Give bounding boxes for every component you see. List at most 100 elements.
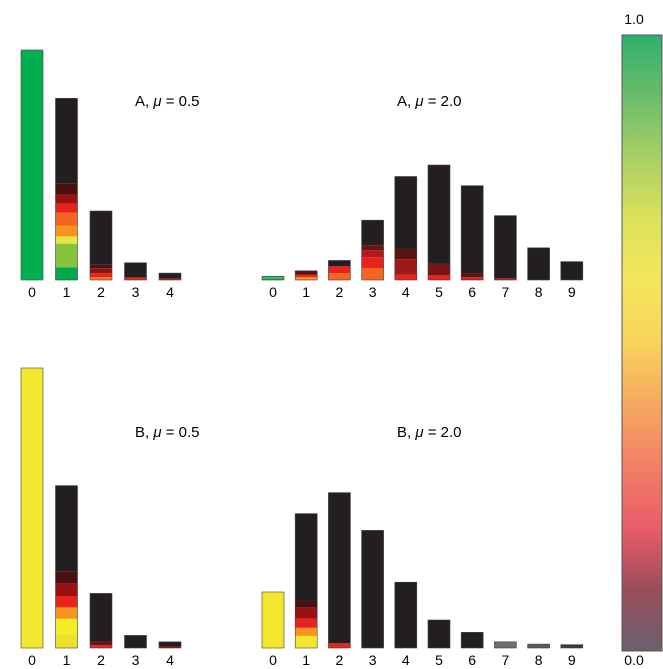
bar-3-segment-0 [362, 530, 384, 648]
bar-4 [159, 642, 181, 648]
bar-6-segment-2 [461, 186, 483, 274]
bar-1-segment-1 [56, 619, 78, 635]
bar-3 [125, 263, 147, 280]
bar-3-segment-0 [125, 277, 147, 280]
panel-title: A, μ = 0.5 [135, 93, 200, 110]
bar-3 [125, 635, 147, 648]
bar-2-segment-1 [90, 641, 112, 645]
x-tick-label: 0 [28, 284, 36, 300]
panel-title: B, μ = 2.0 [397, 424, 462, 441]
x-tick-label: 2 [336, 652, 344, 668]
x-tick-label: 3 [369, 652, 377, 668]
bar-4-segment-1 [159, 273, 181, 279]
bar-5-segment-0 [428, 275, 450, 280]
bar-2 [328, 260, 350, 280]
bar-1-segment-7 [56, 184, 78, 195]
bar-0 [262, 276, 284, 280]
bar-7-segment-1 [494, 216, 516, 279]
x-tick-label: 1 [302, 284, 310, 300]
x-tick-label: 2 [97, 652, 105, 668]
bar-1-segment-2 [295, 271, 317, 275]
bar-1-segment-8 [56, 98, 78, 183]
bar-4 [395, 582, 417, 648]
bar-3-segment-1 [125, 263, 147, 278]
x-tick-label: 4 [166, 652, 174, 668]
panel-title: B, μ = 0.5 [135, 424, 200, 441]
x-tick-label: 8 [535, 284, 543, 300]
bar-0 [21, 368, 43, 648]
bar-1-segment-5 [56, 572, 78, 583]
x-tick-label: 9 [568, 652, 576, 668]
x-tick-label: 3 [369, 284, 377, 300]
x-tick-label: 3 [132, 284, 140, 300]
bar-1-segment-4 [295, 601, 317, 608]
x-tick-label: 5 [435, 284, 443, 300]
bar-4-segment-0 [395, 275, 417, 280]
bar-2-segment-3 [90, 265, 112, 268]
x-tick-label: 2 [336, 284, 344, 300]
bar-9-segment-0 [561, 262, 583, 280]
bar-2-segment-4 [90, 211, 112, 265]
bar-8-segment-0 [528, 248, 550, 280]
bar-3-segment-3 [362, 245, 384, 250]
bar-8 [528, 248, 550, 280]
bar-5-segment-1 [428, 264, 450, 276]
bar-2-segment-0 [90, 277, 112, 280]
bar-1-segment-4 [56, 213, 78, 226]
bar-1-segment-0 [56, 635, 78, 648]
bar-4-segment-2 [395, 249, 417, 259]
bar-1 [56, 98, 78, 280]
x-tick-label: 9 [568, 284, 576, 300]
panel-title: A, μ = 2.0 [397, 93, 462, 110]
x-tick-label: 6 [468, 284, 476, 300]
bar-2-segment-1 [328, 493, 350, 644]
bar-2 [90, 211, 112, 280]
bar-1 [295, 514, 317, 648]
bar-4 [159, 273, 181, 280]
x-tick-label: 3 [132, 652, 140, 668]
bar-8 [528, 644, 550, 648]
x-tick-label: 0 [28, 652, 36, 668]
bar-4-segment-1 [395, 259, 417, 275]
bar-1-segment-3 [56, 596, 78, 607]
x-tick-label: 7 [502, 284, 510, 300]
colorbar-min-label: 0.0 [624, 652, 644, 668]
bar-1-segment-1 [295, 628, 317, 636]
bar-1-segment-0 [56, 267, 78, 280]
bar-3-segment-1 [362, 257, 384, 268]
bar-1-segment-6 [56, 486, 78, 572]
bar-4-segment-0 [395, 582, 417, 648]
bar-4-segment-1 [159, 642, 181, 647]
x-tick-label: 5 [435, 652, 443, 668]
bar-2-segment-1 [90, 273, 112, 277]
bar-1-segment-1 [295, 274, 317, 277]
bar-9 [561, 262, 583, 280]
colorbar: 1.0 0.0 [622, 11, 662, 668]
bar-7 [494, 642, 516, 648]
bar-1-segment-2 [56, 607, 78, 618]
bar-5-segment-0 [428, 620, 450, 648]
bar-5-segment-2 [428, 165, 450, 264]
bar-0-segment-0 [262, 592, 284, 648]
bar-3 [362, 530, 384, 648]
bar-8-segment-0 [528, 644, 550, 648]
x-tick-label: 7 [502, 652, 510, 668]
colorbar-max-label: 1.0 [624, 11, 644, 27]
bar-1-segment-4 [56, 583, 78, 596]
bar-1-segment-0 [295, 277, 317, 280]
bar-1-segment-5 [56, 204, 78, 213]
bar-9-segment-0 [561, 645, 583, 648]
panel-b-mu-0-5: B, μ = 0.5 01234 [21, 368, 200, 668]
bar-4 [395, 177, 417, 281]
x-tick-label: 4 [166, 284, 174, 300]
bar-2-segment-2 [328, 260, 350, 266]
bar-9 [561, 645, 583, 648]
bar-0-segment-0 [21, 368, 43, 648]
x-tick-label: 4 [402, 284, 410, 300]
bar-1-segment-2 [295, 618, 317, 627]
panel-a-mu-0-5: A, μ = 0.5 0 1 2 3 4 [21, 50, 200, 300]
bar-2 [90, 593, 112, 648]
bar-2-segment-1 [328, 266, 350, 273]
bar-1-segment-3 [56, 225, 78, 236]
x-tick-label: 1 [63, 284, 71, 300]
